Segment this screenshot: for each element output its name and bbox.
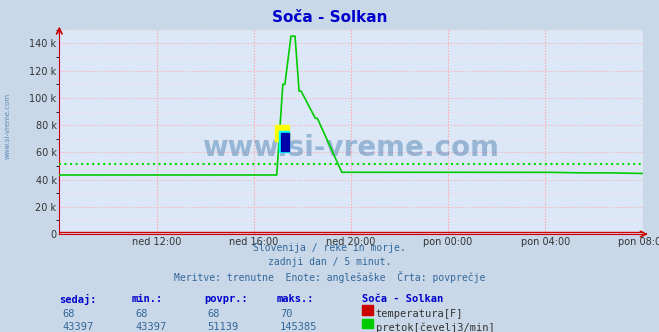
Text: Soča - Solkan: Soča - Solkan (272, 10, 387, 25)
Text: 43397: 43397 (135, 322, 166, 332)
Text: Meritve: trenutne  Enote: anglešaške  Črta: povprečje: Meritve: trenutne Enote: anglešaške Črta… (174, 271, 485, 283)
Bar (275, 125, 289, 141)
Text: 68: 68 (63, 309, 75, 319)
Text: temperatura[F]: temperatura[F] (376, 309, 463, 319)
Text: 68: 68 (135, 309, 148, 319)
Bar (281, 133, 289, 151)
Text: min.:: min.: (132, 294, 163, 304)
Text: 43397: 43397 (63, 322, 94, 332)
Text: www.si-vreme.com: www.si-vreme.com (5, 93, 11, 159)
Text: povpr.:: povpr.: (204, 294, 248, 304)
Text: zadnji dan / 5 minut.: zadnji dan / 5 minut. (268, 257, 391, 267)
Text: Slovenija / reke in morje.: Slovenija / reke in morje. (253, 243, 406, 253)
Text: 68: 68 (208, 309, 220, 319)
Text: 70: 70 (280, 309, 293, 319)
Text: 51139: 51139 (208, 322, 239, 332)
Text: Soča - Solkan: Soča - Solkan (362, 294, 444, 304)
Text: maks.:: maks.: (277, 294, 314, 304)
Text: 145385: 145385 (280, 322, 318, 332)
Text: www.si-vreme.com: www.si-vreme.com (202, 134, 500, 162)
Bar (279, 130, 289, 152)
Text: pretok[čevelj3/min]: pretok[čevelj3/min] (376, 322, 494, 332)
Text: sedaj:: sedaj: (59, 294, 97, 305)
